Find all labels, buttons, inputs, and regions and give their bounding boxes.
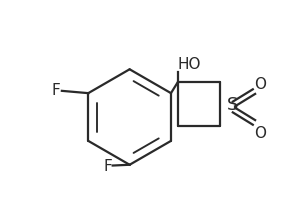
Text: HO: HO [178, 57, 202, 72]
Text: O: O [254, 77, 266, 92]
Text: O: O [254, 126, 266, 141]
Text: F: F [104, 159, 112, 174]
Text: S: S [227, 97, 238, 114]
Text: F: F [51, 83, 60, 98]
